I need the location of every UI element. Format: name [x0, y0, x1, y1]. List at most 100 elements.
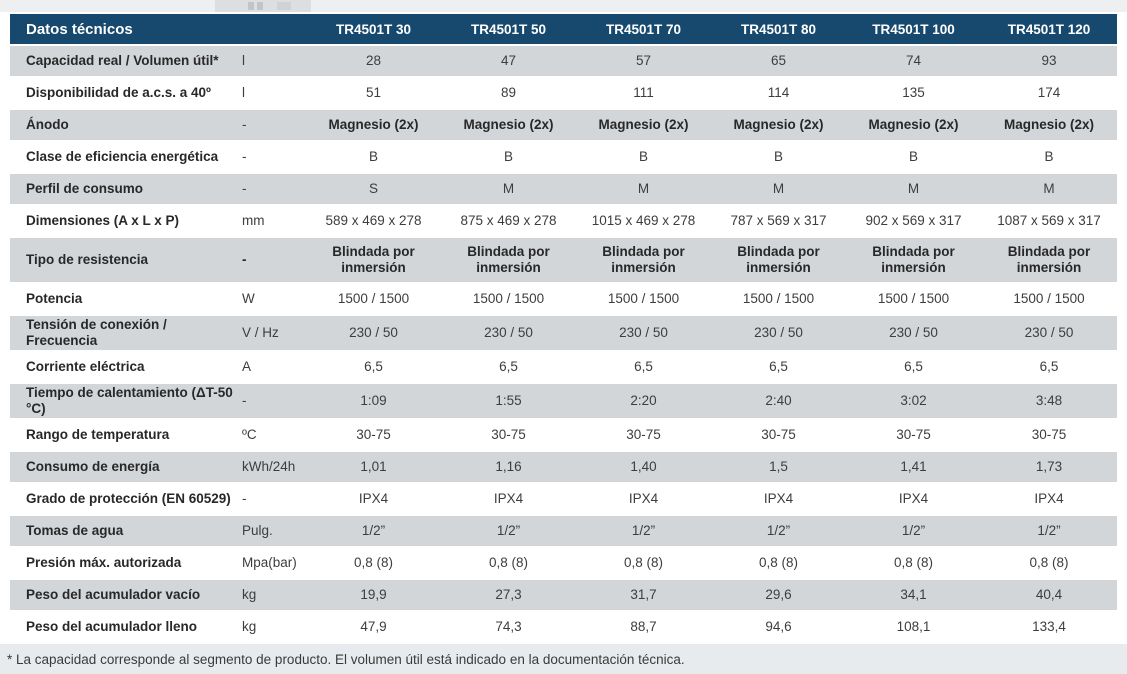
table-row: Corriente eléctrica A 6,5 6,5 6,5 6,5 6,5 6,5 — [10, 352, 1117, 382]
table-row: Tiempo de calentamiento (ΔT-50 °C) -1:09 1… — [10, 384, 1117, 418]
cell-value: 1/2” — [576, 516, 711, 546]
column-header-model: TR4501T 50 — [441, 14, 576, 44]
row-unit: - — [240, 142, 306, 172]
cell-value: IPX4 — [306, 484, 441, 514]
cell-value: Blindada por inmersión — [576, 238, 711, 282]
cell-value: IPX4 — [441, 484, 576, 514]
cell-value: 6,5 — [981, 352, 1117, 382]
row-label: Ánodo — [10, 110, 240, 140]
table-row: Rango de temperatura ºC 30-75 30-75 30-75 30-… — [10, 420, 1117, 450]
cell-value: 1500 / 1500 — [981, 284, 1117, 314]
table-row: Capacidad real / Volumen útil* l 28 47 57 65 7… — [10, 46, 1117, 76]
cell-value: 6,5 — [846, 352, 981, 382]
cell-value: IPX4 — [711, 484, 846, 514]
cell-value: 1/2” — [441, 516, 576, 546]
row-unit: Pulg. — [240, 516, 306, 546]
cell-value: 114 — [711, 78, 846, 108]
cell-value: IPX4 — [981, 484, 1117, 514]
row-unit: - — [240, 174, 306, 204]
row-unit: V / Hz — [240, 316, 306, 350]
table-row: Perfil de consumo - S M M M M M — [10, 174, 1117, 204]
cell-value: B — [306, 142, 441, 172]
table-row: Potencia W 1500 / 1500 1500 / 1500 1500 / 15… — [10, 284, 1117, 314]
cell-value: 108,1 — [846, 612, 981, 642]
row-label: Dimensiones (A x L x P) — [10, 206, 240, 236]
cell-value: 0,8 (8) — [711, 548, 846, 578]
cell-value: B — [711, 142, 846, 172]
cell-value: 19,9 — [306, 580, 441, 610]
row-label: Peso del acumulador lleno — [10, 612, 240, 642]
row-unit: - — [240, 110, 306, 140]
table-row: Tensión de conexión / Frecuencia V / Hz 23… — [10, 316, 1117, 350]
cell-value: B — [981, 142, 1117, 172]
cell-value: 133,4 — [981, 612, 1117, 642]
cell-value: M — [576, 174, 711, 204]
row-label: Tomas de agua — [10, 516, 240, 546]
table-row: Presión máx. autorizada Mpa(bar) 0,8 (8) 0,… — [10, 548, 1117, 578]
table-row: Peso del acumulador lleno kg 47,9 74,3 88,7 9… — [10, 612, 1117, 642]
cell-value: 30-75 — [441, 420, 576, 450]
row-unit: W — [240, 284, 306, 314]
row-unit: - — [240, 484, 306, 514]
cell-value: 31,7 — [576, 580, 711, 610]
cell-value: Magnesio (2x) — [441, 110, 576, 140]
row-unit: ºC — [240, 420, 306, 450]
cell-value: 230 / 50 — [981, 316, 1117, 350]
cell-value: 135 — [846, 78, 981, 108]
cell-value: 6,5 — [576, 352, 711, 382]
cell-value: S — [306, 174, 441, 204]
table-header-row: Datos técnicos TR4501T 30 TR4501T 50 TR450… — [10, 14, 1117, 44]
cell-value: 1,5 — [711, 452, 846, 482]
cell-value: 1/2” — [711, 516, 846, 546]
row-label: Presión máx. autorizada — [10, 548, 240, 578]
cell-value: 3:48 — [981, 384, 1117, 418]
cell-value: M — [441, 174, 576, 204]
cell-value: 0,8 (8) — [306, 548, 441, 578]
cell-value: Blindada por inmersión — [846, 238, 981, 282]
cell-value: 0,8 (8) — [441, 548, 576, 578]
cell-value: 1500 / 1500 — [576, 284, 711, 314]
image-fragment-mark — [257, 2, 263, 10]
table-body: Capacidad real / Volumen útil* l 28 47 57 65 7… — [10, 46, 1117, 642]
cell-value: 111 — [576, 78, 711, 108]
row-label: Corriente eléctrica — [10, 352, 240, 382]
cell-value: 65 — [711, 46, 846, 76]
cell-value: IPX4 — [576, 484, 711, 514]
cell-value: 230 / 50 — [576, 316, 711, 350]
image-fragment-mark — [277, 2, 291, 10]
cell-value: 1/2” — [981, 516, 1117, 546]
cell-value: Blindada por inmersión — [981, 238, 1117, 282]
row-unit: mm — [240, 206, 306, 236]
cell-value: Blindada por inmersión — [306, 238, 441, 282]
cell-value: 34,1 — [846, 580, 981, 610]
row-label: Tiempo de calentamiento (ΔT-50 °C) — [10, 384, 240, 418]
cell-value: 1,41 — [846, 452, 981, 482]
cell-value: 2:40 — [711, 384, 846, 418]
cell-value: Blindada por inmersión — [711, 238, 846, 282]
unit-column-header — [240, 14, 306, 44]
row-label: Tipo de resistencia — [10, 238, 240, 282]
row-unit: A — [240, 352, 306, 382]
cropped-product-image-fragment — [215, 0, 311, 12]
footnote: * La capacidad corresponde al segmento d… — [0, 644, 1127, 674]
cell-value: Magnesio (2x) — [981, 110, 1117, 140]
cell-value: 47,9 — [306, 612, 441, 642]
table-row: Disponibilidad de a.c.s. a 40º l 51 89 111 11… — [10, 78, 1117, 108]
cell-value: 230 / 50 — [306, 316, 441, 350]
row-label: Capacidad real / Volumen útil* — [10, 46, 240, 76]
cell-value: 174 — [981, 78, 1117, 108]
table-row: Clase de eficiencia energética - B B B B B B — [10, 142, 1117, 172]
cell-value: M — [981, 174, 1117, 204]
cell-value: 3:02 — [846, 384, 981, 418]
cell-value: 1/2” — [846, 516, 981, 546]
cell-value: 93 — [981, 46, 1117, 76]
cell-value: 0,8 (8) — [846, 548, 981, 578]
row-label: Tensión de conexión / Frecuencia — [10, 316, 240, 350]
cell-value: 0,8 (8) — [576, 548, 711, 578]
cell-value: 88,7 — [576, 612, 711, 642]
column-header-model: TR4501T 70 — [576, 14, 711, 44]
cell-value: 230 / 50 — [846, 316, 981, 350]
cell-value: 1,40 — [576, 452, 711, 482]
cell-value: 89 — [441, 78, 576, 108]
